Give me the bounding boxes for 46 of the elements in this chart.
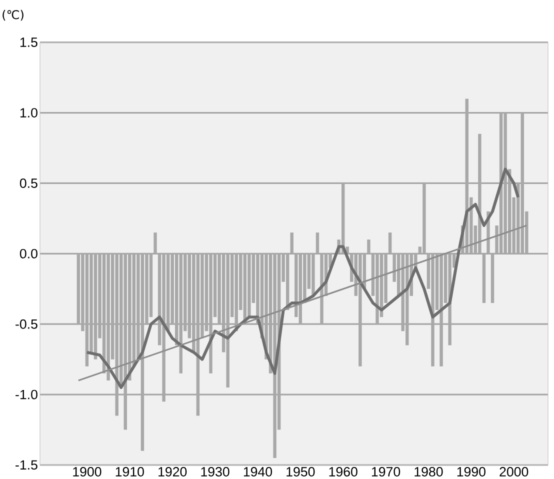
bar bbox=[367, 240, 370, 254]
bar bbox=[85, 254, 89, 366]
y-tick-label: 1.5 bbox=[20, 38, 38, 47]
x-tick-label: 1910 bbox=[116, 467, 144, 476]
bar bbox=[358, 254, 362, 366]
line-series bbox=[85, 168, 520, 389]
bar bbox=[226, 254, 230, 388]
bar bbox=[478, 134, 482, 254]
y-tick-label: 1.0 bbox=[20, 108, 38, 118]
x-tick-label: 1930 bbox=[201, 467, 230, 476]
bar bbox=[320, 254, 324, 324]
bar bbox=[273, 254, 276, 458]
x-tick-label: 1970 bbox=[372, 467, 400, 476]
x-tick-label: 2000 bbox=[500, 467, 528, 476]
x-tick-label: 1980 bbox=[414, 467, 443, 476]
bar bbox=[290, 232, 294, 254]
bar bbox=[431, 254, 434, 366]
x-tick-label: 1920 bbox=[158, 467, 187, 476]
bar bbox=[388, 232, 392, 254]
x-tick-label: 1940 bbox=[244, 467, 272, 476]
bar bbox=[376, 254, 379, 324]
x-tick-label: 1960 bbox=[329, 467, 358, 476]
y-tick-label: -1.0 bbox=[16, 390, 38, 400]
bar bbox=[196, 254, 200, 416]
y-tick-label: 0.0 bbox=[20, 248, 38, 258]
y-tick-label: -1.5 bbox=[16, 460, 38, 470]
y-tick-label: -0.5 bbox=[16, 319, 38, 329]
y-tick-label: 0.5 bbox=[20, 178, 38, 188]
bar bbox=[422, 183, 426, 254]
bar bbox=[312, 254, 315, 296]
bar bbox=[209, 254, 212, 374]
x-tick-label: 1950 bbox=[286, 467, 315, 476]
bar bbox=[162, 254, 166, 402]
bar bbox=[482, 254, 486, 303]
x-tick-label: 1900 bbox=[73, 467, 102, 476]
y-axis-title: (℃) bbox=[2, 10, 24, 21]
bar bbox=[154, 232, 157, 254]
bar bbox=[115, 254, 118, 416]
bar bbox=[94, 254, 98, 360]
bar bbox=[316, 232, 320, 254]
bar bbox=[440, 254, 443, 366]
bar bbox=[504, 112, 507, 254]
x-tick-label: 1990 bbox=[457, 467, 486, 476]
bar bbox=[490, 254, 494, 303]
bar bbox=[179, 254, 182, 374]
bar bbox=[106, 254, 110, 380]
